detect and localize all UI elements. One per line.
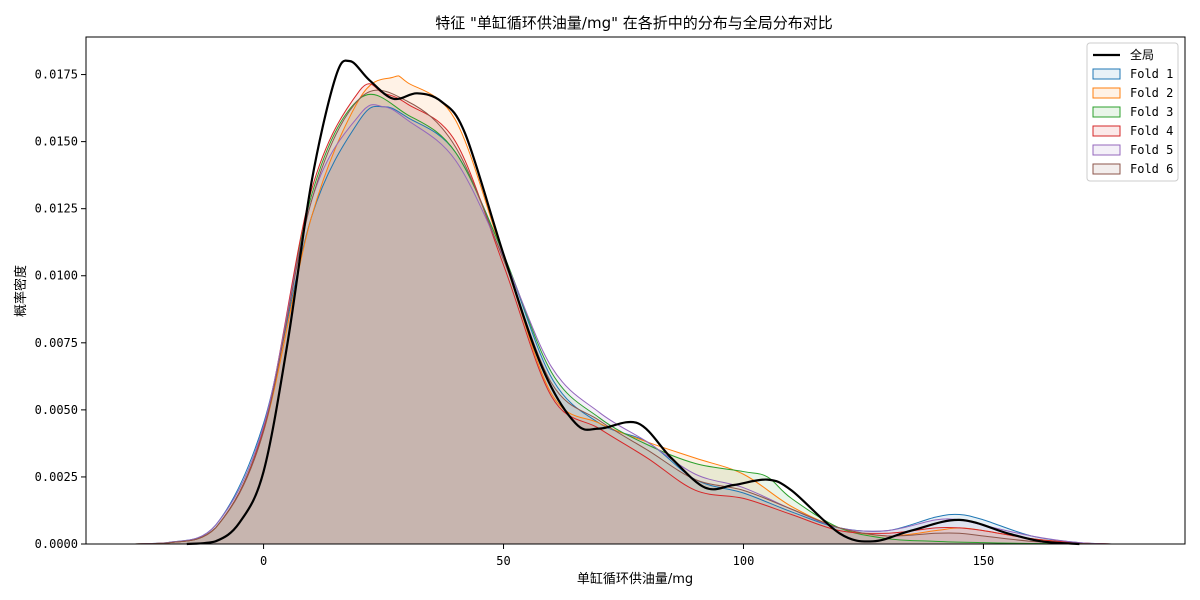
legend: 全局 Fold 1 Fold 2 Fold 3 Fold 4 Fold 5 Fold 6 bbox=[1086, 42, 1179, 182]
fold-3-area bbox=[133, 94, 1114, 544]
y-tick-label: 0.0100 bbox=[35, 269, 78, 283]
fold-1-area bbox=[133, 106, 1114, 544]
x-tick-label: 0 bbox=[260, 554, 267, 568]
legend-label: Fold 4 bbox=[1130, 124, 1173, 138]
legend-label: Fold 2 bbox=[1130, 86, 1173, 100]
fold-2-area bbox=[133, 75, 1114, 545]
y-tick-label: 0.0025 bbox=[35, 470, 78, 484]
fold-6-curve bbox=[133, 89, 1114, 545]
y-tick-label: 0.0150 bbox=[35, 135, 78, 149]
x-tick-label: 150 bbox=[973, 554, 995, 568]
legend-label: Fold 6 bbox=[1130, 162, 1173, 176]
y-axis-label: 概率密度 bbox=[13, 265, 29, 317]
y-tick-label: 0.0050 bbox=[35, 403, 78, 417]
fold-4-area bbox=[133, 83, 1114, 545]
legend-label: 全局 bbox=[1130, 47, 1154, 62]
plot-area bbox=[133, 59, 1114, 546]
legend-swatch bbox=[1092, 87, 1121, 99]
legend-swatch bbox=[1092, 106, 1121, 118]
x-axis-label: 单缸循环供油量/mg bbox=[577, 571, 693, 587]
x-tick-label: 50 bbox=[496, 554, 510, 568]
y-tick-label: 0.0125 bbox=[35, 202, 78, 216]
y-tick-label: 0.0000 bbox=[35, 537, 78, 551]
legend-label: Fold 3 bbox=[1130, 105, 1173, 119]
y-tick-label: 0.0075 bbox=[35, 336, 78, 350]
x-axis: 0 50 100 150 bbox=[260, 544, 994, 568]
legend-swatch bbox=[1092, 163, 1121, 175]
y-axis: 0.0000 0.0025 0.0050 0.0075 0.0100 0.0125 0.01… bbox=[35, 68, 86, 551]
fold-6-area bbox=[133, 90, 1114, 544]
fold-5-area bbox=[133, 104, 1114, 545]
legend-label: Fold 5 bbox=[1130, 143, 1173, 157]
x-tick-label: 100 bbox=[733, 554, 755, 568]
legend-swatch bbox=[1092, 125, 1121, 137]
fold-1-curve bbox=[133, 105, 1114, 545]
legend-swatch bbox=[1092, 144, 1121, 156]
chart-title: 特征 "单缸循环供油量/mg" 在各折中的分布与全局分布对比 bbox=[435, 14, 833, 32]
legend-label: Fold 1 bbox=[1130, 67, 1173, 81]
y-tick-label: 0.0175 bbox=[35, 68, 78, 82]
legend-swatch bbox=[1092, 68, 1121, 80]
legend-box bbox=[1086, 42, 1179, 182]
plot-frame bbox=[85, 36, 1186, 545]
global-curve bbox=[186, 59, 1080, 546]
